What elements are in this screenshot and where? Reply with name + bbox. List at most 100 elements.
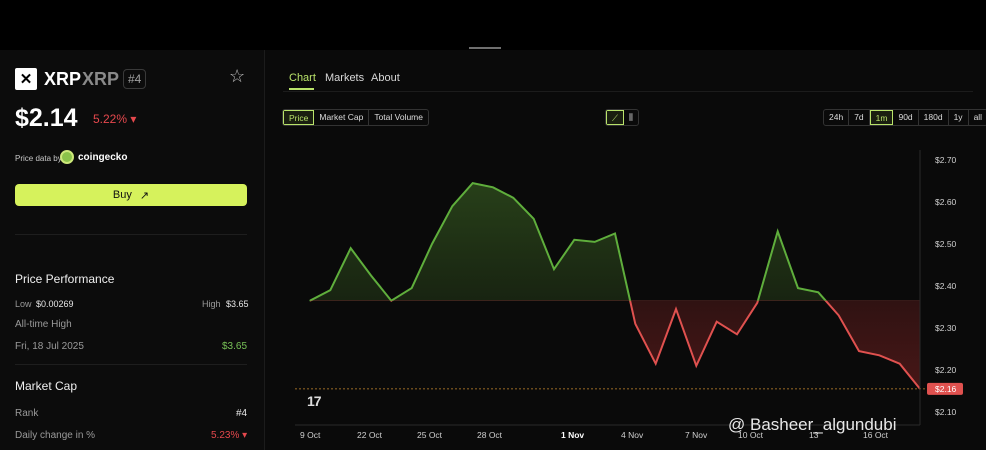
star-icon[interactable]: ☆ (229, 66, 246, 86)
y-tick-label: $2.10 (935, 407, 957, 417)
y-tick-label: $2.50 (935, 239, 957, 249)
tab-chart[interactable]: Chart (289, 72, 316, 84)
watermark: @ Basheer_algundubi (728, 415, 897, 434)
tradingview-logo: 17 (307, 393, 322, 409)
data-point (492, 186, 494, 188)
ath-value: $3.65 (222, 341, 248, 352)
y-tick-label: $2.70 (935, 155, 957, 165)
data-point (553, 268, 555, 270)
candlestick-icon[interactable]: ⫼ (628, 112, 633, 122)
range-180d[interactable]: 180d (919, 110, 949, 125)
price-chart-svg: $2.70 $2.60 $2.50 $2.40 $2.30 $2.20 $2.10 $2.16… (295, 150, 963, 440)
metric-price[interactable]: Price (283, 110, 315, 125)
rank-label: Rank (15, 408, 39, 419)
metric-toggle: Price Market Cap Total Volume (282, 109, 429, 126)
metric-market-cap[interactable]: Market Cap (314, 110, 370, 125)
range-all[interactable]: all (973, 112, 983, 122)
x-tick-label: 16 Oct (863, 430, 889, 440)
area-fill-down (310, 300, 920, 389)
y-tick-label: $2.40 (935, 281, 957, 291)
data-point (634, 323, 636, 325)
data-point (716, 321, 718, 323)
x-tick-label: 7 Nov (685, 430, 708, 440)
data-point (370, 274, 372, 277)
coin-summary-panel: ✕ XRP XRP #4 ☆ $2.14 5.22% ▾ Price data … (0, 50, 265, 450)
tab-markets[interactable]: Markets (325, 72, 365, 84)
data-point (431, 243, 433, 245)
chart-panel: Chart Markets About Price Market Cap Tot… (265, 50, 986, 450)
xrp-logo-icon: ✕ (15, 68, 37, 90)
chart-type-toggle: ⟋ ⫼ (605, 109, 639, 126)
market-cap-title: Market Cap (15, 379, 78, 393)
current-price-label: $2.16 (935, 384, 957, 394)
range-90d[interactable]: 90d (893, 110, 919, 125)
data-point (533, 218, 535, 220)
tab-about[interactable]: About (371, 72, 400, 84)
range-1y[interactable]: 1y (949, 110, 969, 125)
range-toggle: 24h 7d 1m 90d 180d 1y all (823, 109, 986, 126)
data-point (858, 350, 860, 352)
area-fill-up (310, 183, 826, 301)
x-tick-label: 25 Oct (417, 430, 443, 440)
high-label: High (202, 299, 221, 309)
line-chart-icon[interactable]: ⟋ (606, 110, 624, 125)
data-point (390, 300, 392, 302)
x-tick-label: 9 Oct (300, 430, 321, 440)
data-point (777, 230, 779, 232)
rank-value: #4 (236, 408, 248, 419)
data-point (329, 289, 331, 291)
rank-badge: #4 (123, 69, 147, 89)
data-point (695, 365, 697, 367)
arrow-up-right-icon: ↗ (139, 189, 150, 202)
ath-date: Fri, 18 Jul 2025 (15, 341, 84, 352)
data-point (817, 291, 819, 293)
data-point (573, 239, 575, 241)
price-chart[interactable]: $2.70 $2.60 $2.50 $2.40 $2.30 $2.20 $2.10 $2.16… (265, 140, 986, 450)
coin-symbol: XRP (82, 69, 120, 89)
data-point (309, 300, 311, 302)
data-point (512, 197, 514, 199)
high-value: $3.65 (226, 299, 249, 309)
coingecko-icon (60, 150, 74, 164)
data-point (350, 247, 352, 249)
low-label: Low (15, 299, 32, 309)
ath-label: All-time High (15, 319, 72, 330)
range-24h[interactable]: 24h (824, 110, 850, 125)
buy-button[interactable]: Buy ↗ (15, 184, 247, 206)
data-point (736, 333, 738, 335)
data-point (797, 287, 799, 289)
x-tick-label: 4 Nov (621, 430, 644, 440)
divider (15, 364, 247, 365)
price-data-label: Price data by (15, 154, 62, 163)
data-point (878, 354, 880, 356)
x-tick-label: 10 Oct (738, 430, 764, 440)
data-point (655, 363, 657, 365)
range-7d[interactable]: 7d (849, 110, 870, 125)
current-price: $2.14 (15, 104, 78, 132)
x-tick-label: 22 Oct (357, 430, 383, 440)
y-tick-label: $2.20 (935, 365, 957, 375)
low-value: $0.00269 (36, 299, 74, 309)
data-point (472, 182, 474, 184)
daily-change-value: 5.23% ▾ (211, 430, 248, 441)
data-point (614, 232, 616, 235)
current-price-tag (927, 382, 963, 395)
tabs-divider (283, 91, 973, 92)
x-tick-label: 1 Nov (561, 430, 584, 440)
data-point (838, 314, 840, 316)
data-point (675, 308, 677, 310)
y-tick-label: $2.60 (935, 197, 957, 207)
provider-name[interactable]: coingecko (78, 152, 128, 163)
coin-name: XRP (44, 69, 82, 89)
buy-label: Buy (112, 189, 132, 201)
range-1m[interactable]: 1m (869, 110, 894, 125)
top-bar (0, 0, 986, 50)
data-point (451, 205, 453, 207)
price-change: 5.22% ▾ (93, 112, 137, 126)
data-point (899, 363, 901, 365)
metric-total-volume[interactable]: Total Volume (374, 112, 423, 122)
daily-change-label: Daily change in % (15, 430, 96, 441)
active-tab-indicator (289, 88, 314, 90)
data-point (756, 302, 758, 304)
price-performance-title: Price Performance (15, 272, 115, 286)
